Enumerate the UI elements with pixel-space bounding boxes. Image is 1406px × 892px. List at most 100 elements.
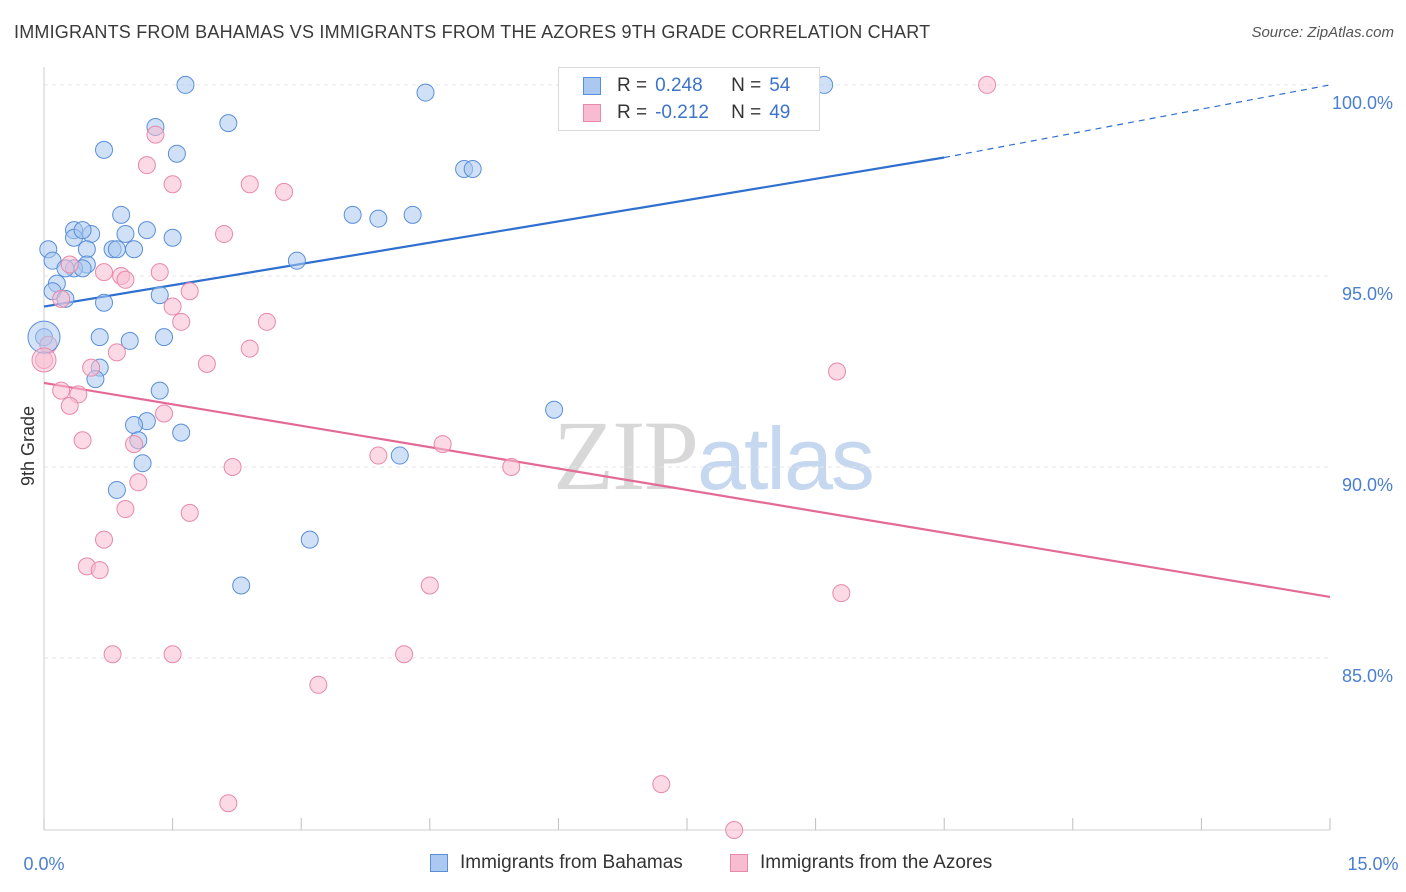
bahamas-point [167,144,186,163]
r-value: -0.212 [655,102,709,123]
axes [43,67,1331,831]
bahamas-point [369,209,388,228]
axis-labels: 85.0% 90.0% 95.0% 100.0% 0.0% 15.0% 9th Grade [18,93,1399,874]
bahamas-point [343,205,362,224]
bahamas-point [133,454,152,473]
azores-point [137,156,156,175]
azores-point [180,282,199,301]
bahamas-point [176,75,195,94]
azores-point [95,530,114,549]
azores-trend-line [43,381,1331,599]
azores-point [309,675,328,694]
bahamas-point [107,240,126,259]
azores-point [60,255,79,274]
bahamas-point [125,415,144,434]
bahamas-point [77,240,96,259]
trend-lines [43,84,1331,599]
bahamas-trend-line [43,156,945,308]
stats-row-azores: R = -0.212 N = 49 [583,100,790,126]
bahamas-point [403,205,422,224]
azores-point [828,362,847,381]
x-tick-label: 15.0% [1347,854,1398,874]
azores-point [129,473,148,492]
gridlines [44,84,1330,659]
y-tick-label: 85.0% [1342,666,1393,686]
y-tick-label: 90.0% [1342,475,1393,495]
azores-point [125,435,144,454]
azores-point [52,289,71,308]
y-tick-label: 100.0% [1332,93,1393,113]
azores-point [240,339,259,358]
legend-item-bahamas[interactable]: Immigrants from Bahamas [430,852,683,874]
stats-legend: R = 0.248 N = 54 R = -0.212 N = 49 [558,67,820,131]
azores-point [420,576,439,595]
bahamas-point [90,328,109,347]
bahamas-point [95,293,114,312]
azores-point [197,354,216,373]
bahamas-point [287,251,306,270]
bahamas-point [120,331,139,350]
bahamas-point [172,423,191,442]
data-points [27,75,997,839]
azores-point [395,645,414,664]
y-tick-label: 95.0% [1342,284,1393,304]
x-tick-label: 0.0% [23,854,64,874]
stats-row-bahamas: R = 0.248 N = 54 [583,73,790,99]
azores-point [219,794,238,813]
n-label: N = [731,102,762,123]
azores-point [116,270,135,289]
bahamas-point [300,530,319,549]
azores-point [502,458,521,477]
n-label: N = [731,75,762,96]
watermark: ZIPatlas [553,398,875,513]
azores-point [240,175,259,194]
azores-point [95,263,114,282]
y-axis-title: 9th Grade [18,406,38,486]
bahamas-point [125,240,144,259]
bahamas-point [163,228,182,247]
watermark-atlas: atlas [697,409,875,508]
n-value: 49 [769,102,791,123]
azores-point [52,381,71,400]
r-label: R = [617,102,648,123]
bahamas-point [95,140,114,159]
azores-point [832,584,851,603]
source-credit: Source: ZipAtlas.com [1251,24,1394,41]
azores-point [725,821,744,839]
azores-point [172,312,191,331]
bahamas-point [219,114,238,133]
bahamas-swatch [583,77,601,95]
azores-point [223,458,242,477]
azores-point [155,404,174,423]
azores-point [60,396,79,415]
azores-point [652,775,671,794]
azores-point [107,343,126,362]
legend-label-bahamas: Immigrants from Bahamas [460,852,683,873]
azores-swatch [583,104,601,122]
azores-point [180,503,199,522]
n-value: 54 [769,75,791,96]
azores-swatch [730,854,748,872]
bahamas-point [107,480,126,499]
r-label: R = [617,75,648,96]
azores-point [257,312,276,331]
legend-label-azores: Immigrants from the Azores [760,852,993,873]
bahamas-trend-extension [944,84,1331,159]
azores-point [73,431,92,450]
bahamas-point [116,224,135,243]
r-value: 0.248 [655,75,703,96]
bahamas-swatch [430,854,448,872]
bahamas-point [150,286,169,305]
watermark-zip: ZIP [553,400,699,511]
azores-point [369,446,388,465]
bahamas-point [137,221,156,240]
legend-item-azores[interactable]: Immigrants from the Azores [730,852,992,874]
bahamas-point [112,205,131,224]
bahamas-point [545,400,564,419]
azores-point [82,358,101,377]
azores-point [163,645,182,664]
series-legend: Immigrants from Bahamas Immigrants from … [0,852,1406,878]
azores-point [163,297,182,316]
azores-point [163,175,182,194]
